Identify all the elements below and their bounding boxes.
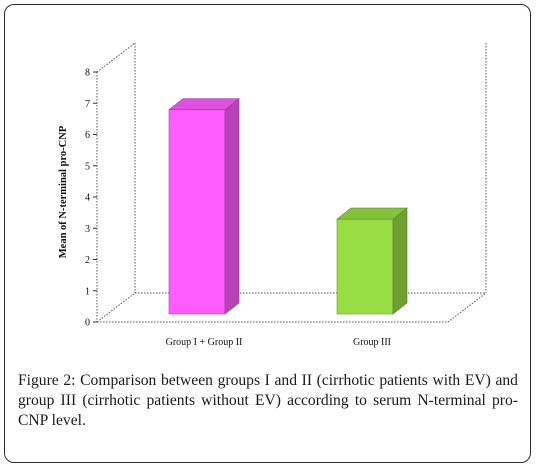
y-tick-label: 4 (85, 193, 90, 204)
bar-front-face (336, 218, 394, 315)
y-tick-label: 0 (85, 318, 90, 329)
y-axis-label: Mean of N-terminal pro-CNP (58, 125, 69, 258)
bar (336, 207, 408, 315)
y-tick-label: 6 (85, 130, 90, 141)
figure-caption: Figure 2: Comparison between groups I an… (18, 371, 518, 431)
figure-caption-label: Figure 2: (18, 372, 76, 389)
floor-left-edge (96, 292, 136, 323)
x-tick-label: Group III (353, 337, 391, 348)
figure-caption-text: Comparison between groups I and II (cirr… (18, 372, 518, 429)
chart-bars (168, 98, 408, 315)
y-tick-label: 2 (85, 255, 90, 266)
bar-top-face (168, 98, 240, 110)
y-tick-label: 5 (85, 161, 90, 172)
bar-top-face (336, 207, 408, 220)
bar (168, 98, 240, 315)
y-tick-label: 1 (85, 286, 90, 297)
chart-labels: 0 1 2 3 4 5 6 7 8 Group I + Group II Group III (85, 68, 391, 349)
top-depth-edge (96, 42, 136, 73)
y-tick-label: 7 (85, 99, 90, 110)
chart-axes (93, 42, 487, 323)
floor-right-edge (447, 292, 487, 323)
y-tick-label: 8 (85, 68, 90, 79)
figure-frame (4, 4, 531, 463)
x-tick-label: Group I + Group II (166, 337, 243, 348)
bar-side-face (392, 207, 408, 315)
y-tick-label: 3 (85, 224, 90, 235)
bar-side-face (224, 98, 240, 315)
bar-front-face (168, 109, 226, 315)
